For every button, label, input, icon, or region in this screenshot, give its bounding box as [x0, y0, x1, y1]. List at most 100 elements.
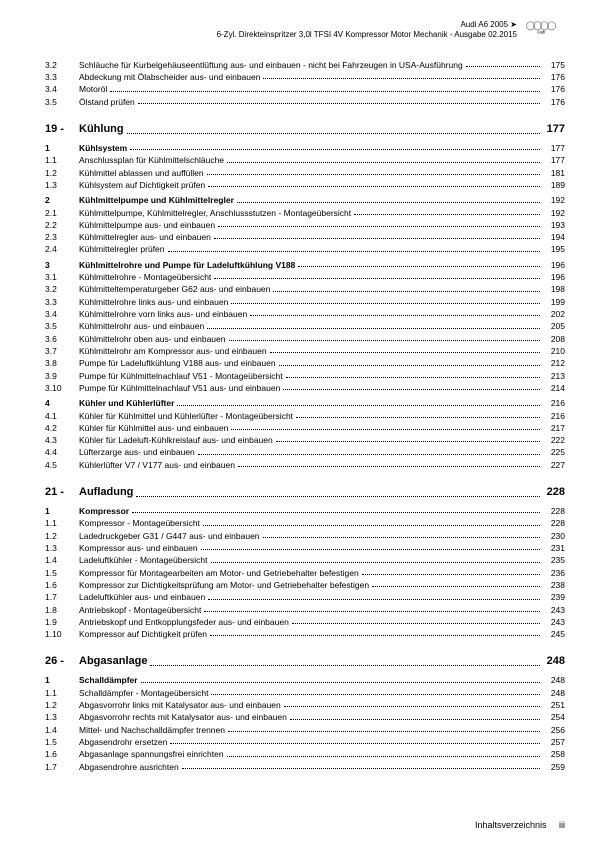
toc-entry-page: 196	[543, 271, 565, 283]
toc-entry: 1.3Kühlsystem auf Dichtigkeit prüfen189	[45, 179, 565, 191]
toc-entry-label: Kühler für Kühlmittel und Kühlerlüfter -…	[79, 410, 293, 422]
toc-entry-page: 236	[543, 567, 565, 579]
toc-leader-dots	[372, 585, 540, 587]
toc-entry-page: 192	[543, 207, 565, 219]
toc-entry-number: 3.4	[45, 83, 79, 95]
toc-entry: 2.2Kühlmittelpumpe aus- und einbauen193	[45, 219, 565, 231]
toc-entry-number: 3.6	[45, 333, 79, 345]
toc-entry-label: Ölstand prüfen	[79, 96, 135, 108]
toc-entry-page: 199	[543, 296, 565, 308]
toc-entry-page: 235	[543, 554, 565, 566]
toc-entry: 1.6Kompressor zur Dichtigkeitsprüfung am…	[45, 579, 565, 591]
toc-entry-page: 181	[543, 167, 565, 179]
toc-entry-label: Kühlmittelrohre links aus- und einbauen	[79, 296, 228, 308]
toc-entry: 3.3Kühlmittelrohre links aus- und einbau…	[45, 296, 565, 308]
toc-entry: 1.5Abgasendrohr ersetzen257	[45, 736, 565, 748]
toc-entry-label: Kühlmittelregler prüfen	[79, 243, 165, 255]
toc-entry-label: Pumpe für Ladeluftkühlung V188 aus- und …	[79, 357, 276, 369]
toc-leader-dots	[273, 290, 540, 292]
toc-entry-page: 259	[543, 761, 565, 773]
toc-entry-page: 210	[543, 345, 565, 357]
toc-entry: 4.4Lüfterzarge aus- und einbauen225	[45, 446, 565, 458]
toc-entry-number: 3	[45, 259, 79, 271]
toc-entry-page: 198	[543, 283, 565, 295]
toc-entry-number: 4.5	[45, 459, 79, 471]
toc-entry: 1.7Ladeluftkühler aus- und einbauen239	[45, 591, 565, 603]
toc-entry: 3.2Kühlmitteltemperaturgeber G62 aus- un…	[45, 283, 565, 295]
toc-entry: 4Kühler und Kühlerlüfter216	[45, 397, 565, 409]
toc-leader-dots	[283, 388, 540, 390]
toc-leader-dots	[110, 90, 540, 92]
toc-entry-number: 26 -	[45, 654, 79, 670]
toc-entry-page: 195	[543, 243, 565, 255]
toc-entry-page: 213	[543, 370, 565, 382]
toc-entry-page: 245	[543, 628, 565, 640]
toc-entry: 1.8Antriebskopf - Montageübersicht243	[45, 604, 565, 616]
footer-page-number: iii	[559, 820, 565, 830]
toc-entry-number: 4.1	[45, 410, 79, 422]
toc-entry-page: 202	[543, 308, 565, 320]
toc-leader-dots	[231, 428, 540, 430]
toc-entry-page: 205	[543, 320, 565, 332]
toc-entry-page: 212	[543, 357, 565, 369]
toc-entry-number: 1.6	[45, 748, 79, 760]
toc-entry-label: Aufladung	[79, 485, 133, 501]
toc-entry-label: Kühlsystem	[79, 142, 127, 154]
toc-entry-page: 177	[543, 122, 565, 138]
toc-entry-page: 256	[543, 724, 565, 736]
toc-leader-dots	[270, 351, 540, 353]
toc-entry-label: Kompressor - Montageübersicht	[79, 517, 200, 529]
toc-entry-label: Kompressor für Montagearbeiten am Motor-…	[79, 567, 359, 579]
toc-leader-dots	[229, 339, 541, 341]
toc-entry-label: Kühler für Ladeluft-Kühlkreislauf aus- u…	[79, 434, 273, 446]
toc-entry-number: 3.5	[45, 96, 79, 108]
toc-entry-label: Kühlmittel ablassen und auffüllen	[79, 167, 204, 179]
toc-leader-dots	[130, 148, 540, 150]
toc-entry: 1Schalldämpfer248	[45, 674, 565, 686]
toc-leader-dots	[354, 213, 540, 215]
toc-entry: 1.2Abgasvorrohr links mit Katalysator au…	[45, 699, 565, 711]
toc-entry-page: 176	[543, 96, 565, 108]
toc-leader-dots	[207, 327, 540, 329]
toc-entry: 1.10Kompressor auf Dichtigkeit prüfen245	[45, 628, 565, 640]
toc-entry: 1.1Schalldämpfer - Montageübersicht248	[45, 687, 565, 699]
toc-entry-label: Kompressor zur Dichtigkeitsprüfung am Mo…	[79, 579, 369, 591]
toc-entry-label: Kühlung	[79, 122, 124, 138]
toc-entry-number: 1.4	[45, 554, 79, 566]
toc-entry: 3.9Pumpe für Kühlmittelnachlauf V51 - Mo…	[45, 370, 565, 382]
toc-entry: 3.2Schläuche für Kurbelgehäuseentlüftung…	[45, 59, 565, 71]
toc-entry-page: 216	[543, 397, 565, 409]
toc-leader-dots	[208, 598, 540, 600]
toc-entry-label: Schalldämpfer - Montageübersicht	[79, 687, 208, 699]
toc-entry-label: Ladedruckgeber G31 / G447 aus- und einba…	[79, 530, 260, 542]
toc-entry-number: 2.3	[45, 231, 79, 243]
toc-entry-page: 248	[543, 674, 565, 686]
toc-entry-number: 4.2	[45, 422, 79, 434]
header-line-2: 6-Zyl. Direkteinspritzer 3,0l TFSI 4V Ko…	[217, 30, 517, 40]
toc-entry-number: 1.2	[45, 699, 79, 711]
toc-entry-number: 3.2	[45, 283, 79, 295]
toc-entry-number: 1.7	[45, 591, 79, 603]
toc-entry-page: 176	[543, 83, 565, 95]
toc-entry-label: Kühlmitteltemperaturgeber G62 aus- und e…	[79, 283, 270, 295]
toc-entry: 1.2Kühlmittel ablassen und auffüllen181	[45, 167, 565, 179]
toc-entry-page: 189	[543, 179, 565, 191]
toc-entry-label: Kühlmittelregler aus- und einbauen	[79, 231, 211, 243]
toc-entry: 1.2Ladedruckgeber G31 / G447 aus- und ei…	[45, 530, 565, 542]
toc-entry: 1.6Abgasanlage spannungsfrei einrichten2…	[45, 748, 565, 760]
toc-entry-page: 238	[543, 579, 565, 591]
toc-entry-page: 208	[543, 333, 565, 345]
toc-entry-number: 1.6	[45, 579, 79, 591]
toc-entry-number: 3.9	[45, 370, 79, 382]
toc-leader-dots	[263, 77, 540, 79]
toc-entry-label: Kompressor aus- und einbauen	[79, 542, 198, 554]
toc-entry-label: Pumpe für Kühlmittelnachlauf V51 - Monta…	[79, 370, 283, 382]
toc-entry-label: Antriebskopf - Montageübersicht	[79, 604, 201, 616]
toc-entry-number: 1.7	[45, 761, 79, 773]
toc-entry-page: 217	[543, 422, 565, 434]
toc-leader-dots	[211, 561, 540, 563]
toc-entry-label: Abgasendrohre ausrichten	[79, 761, 179, 773]
toc-entry-label: Antriebskopf und Entkopplungsfeder aus- …	[79, 616, 289, 628]
toc-entry-number: 2.1	[45, 207, 79, 219]
toc-entry-label: Schläuche für Kurbelgehäuseentlüftung au…	[79, 59, 463, 71]
